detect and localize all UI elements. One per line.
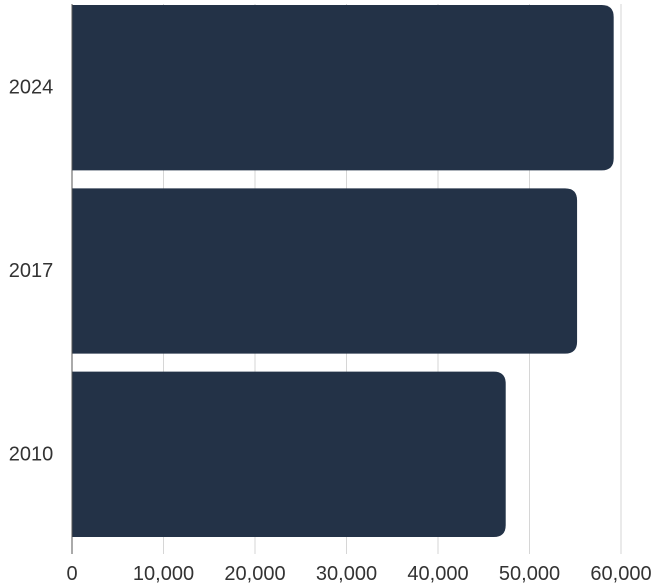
x-tick-label-10,000: 10,000 [133, 563, 194, 584]
x-tick-label-0: 0 [66, 563, 77, 584]
bar-2024 [72, 5, 614, 171]
x-axis-labels: 0 10,000 20,000 30,000 40,000 50,000 60,000 [66, 563, 651, 584]
bar-series [72, 5, 614, 537]
bar-2010 [72, 371, 506, 537]
y-axis-labels: 2024 2017 2010 [9, 77, 54, 466]
x-tick-label-30,000: 30,000 [316, 563, 377, 584]
bar-2017 [72, 188, 578, 354]
y-tick-label-2010: 2010 [9, 443, 54, 465]
x-tick-label-20,000: 20,000 [224, 563, 285, 584]
y-tick-label-2024: 2024 [9, 77, 54, 99]
y-tick-label-2017: 2017 [9, 260, 54, 282]
x-tick-label-40,000: 40,000 [407, 563, 468, 584]
x-tick-label-60,000: 60,000 [590, 563, 651, 584]
x-tick-label-50,000: 50,000 [499, 563, 560, 584]
